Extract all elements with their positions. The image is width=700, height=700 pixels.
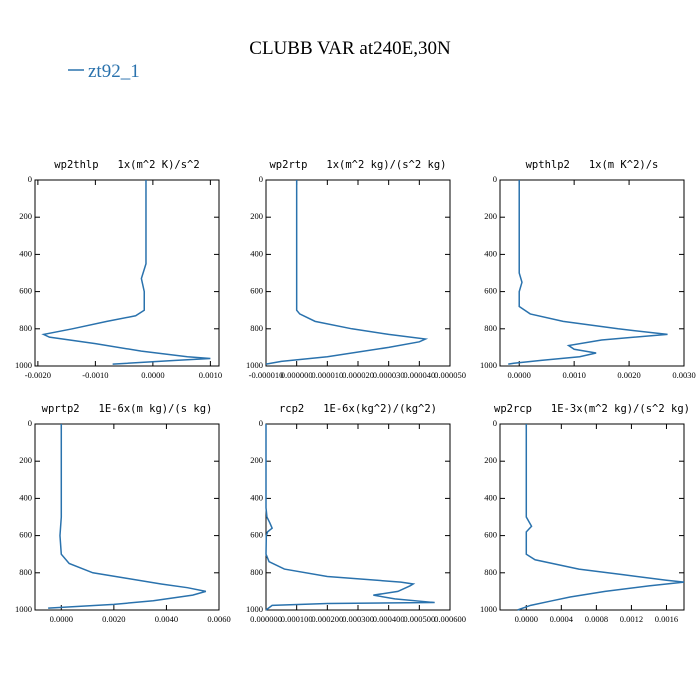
y-tick-label: 1000 [246,604,263,614]
profile-line [41,180,211,365]
x-tick-label: -0.0020 [25,370,51,380]
y-tick-label: 200 [250,211,263,221]
y-tick-label: 800 [19,567,32,577]
y-tick-label: 0 [493,418,497,428]
x-tick-label: 0.0020 [617,370,640,380]
x-tick-label: 0.0000 [141,370,164,380]
y-tick-label: 0 [259,418,263,428]
y-tick-label: 400 [250,248,263,258]
plot-frame [34,179,220,367]
y-tick-label: 0 [28,418,32,428]
y-tick-label: 800 [19,323,32,333]
plot-frame [499,179,685,367]
plot-frame [34,423,220,611]
x-tick-label: -0.0010 [82,370,108,380]
legend-label: zt92_1 [88,61,140,82]
x-tick-label: 0.0016 [655,614,678,624]
x-tick-label: 0.0000 [515,614,538,624]
figure-title: CLUBB VAR at240E,30N [249,38,451,59]
profile-line [265,180,429,365]
x-tick-label: 0.000020 [342,370,374,380]
x-tick-label: 0.000300 [342,614,374,624]
x-tick-label: 0.0060 [207,614,230,624]
subplot-title: wpthlp2 1x(m K^2)/s [526,159,659,171]
profile-line [508,180,668,365]
subplot-title: wp2rtp 1x(m^2 kg)/(s^2 kg) [269,159,446,171]
y-tick-label: 600 [484,530,497,540]
x-tick-label: 0.000040 [403,370,435,380]
y-tick-label: 200 [250,455,263,465]
subplot-title: wp2rcp 1E-3x(m^2 kg)/(s^2 kg) [494,403,690,415]
y-tick-label: 800 [484,567,497,577]
y-tick-label: 200 [484,455,497,465]
x-tick-label: 0.0000 [508,370,531,380]
subplot-title: rcp2 1E-6x(kg^2)/(kg^2) [279,403,437,415]
x-tick-label: 0.000030 [373,370,405,380]
y-tick-label: 400 [484,492,497,502]
x-tick-label: 0.000000 [250,614,282,624]
y-tick-label: 800 [250,323,263,333]
x-tick-label: -0.000010 [249,370,284,380]
y-tick-label: 400 [19,492,32,502]
x-tick-label: 0.000010 [311,370,343,380]
subplot-title: wp2thlp 1x(m^2 K)/s^2 [54,159,199,171]
x-tick-label: 0.0000 [50,614,73,624]
y-tick-label: 1000 [15,360,32,370]
y-tick-label: 600 [250,530,263,540]
profile-line [48,424,207,609]
y-tick-label: 400 [19,248,32,258]
y-tick-label: 200 [484,211,497,221]
x-tick-label: 0.0020 [102,614,125,624]
x-tick-label: 0.000500 [403,614,435,624]
profile-line [265,424,435,611]
y-tick-label: 600 [19,530,32,540]
y-tick-label: 400 [250,492,263,502]
x-tick-label: 0.0010 [199,370,222,380]
x-tick-label: 0.000000 [281,370,313,380]
y-tick-label: 600 [484,286,497,296]
profile-line [517,424,685,611]
x-tick-label: 0.0004 [550,614,574,624]
x-tick-label: 0.000200 [311,614,343,624]
x-tick-label: 0.000050 [434,370,466,380]
x-tick-label: 0.0012 [620,614,643,624]
subplot-title: wprtp2 1E-6x(m kg)/(s kg) [42,403,213,415]
x-tick-label: 0.000100 [281,614,313,624]
x-tick-label: 0.0010 [562,370,585,380]
y-tick-label: 600 [19,286,32,296]
y-tick-label: 200 [19,211,32,221]
y-tick-label: 600 [250,286,263,296]
x-tick-label: 0.0008 [585,614,608,624]
x-tick-label: 0.000600 [434,614,466,624]
y-tick-label: 0 [259,174,263,184]
y-tick-label: 1000 [246,360,263,370]
y-tick-label: 1000 [480,360,497,370]
plot-frame [265,423,451,611]
x-tick-label: 0.0040 [155,614,178,624]
x-tick-label: 0.000400 [373,614,405,624]
x-tick-label: 0.0030 [672,370,695,380]
y-tick-label: 800 [484,323,497,333]
y-tick-label: 800 [250,567,263,577]
y-tick-label: 200 [19,455,32,465]
y-tick-label: 0 [28,174,32,184]
y-tick-label: 1000 [480,604,497,614]
y-tick-label: 0 [493,174,497,184]
y-tick-label: 400 [484,248,497,258]
plot-frame [499,423,685,611]
y-tick-label: 1000 [15,604,32,614]
